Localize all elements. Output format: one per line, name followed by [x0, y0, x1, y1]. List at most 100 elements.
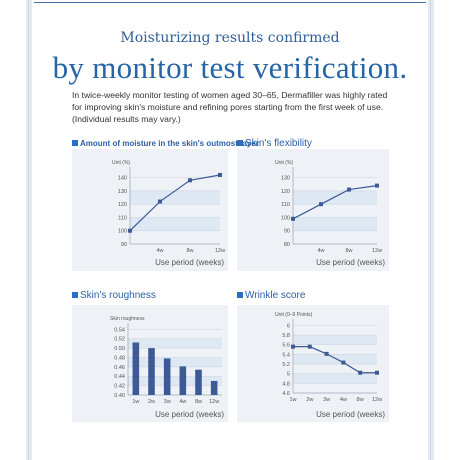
data-point [375, 183, 379, 188]
page-subtitle: Moisturizing results confirmed [120, 30, 340, 46]
x-axis-label: Use period (weeks) [155, 258, 224, 267]
y-tick-label: 80 [284, 242, 290, 248]
content-card: Moisturizing results confirmed by monito… [34, 0, 426, 460]
grid-band [130, 217, 220, 231]
chart-wrinkle: Unit (0–9 Points) 4.6 4.8 5 5.2 5.4 5.6 5.8 6 1w 2… [275, 312, 382, 403]
y-tick-label: 0.54 [114, 327, 125, 333]
grid-band [293, 354, 377, 365]
data-point [319, 202, 323, 207]
x-axis-label: Use period (weeks) [316, 258, 385, 267]
bar [132, 342, 140, 395]
y-tick-label: 4.6 [282, 391, 290, 397]
y-tick-label: 120 [118, 202, 127, 208]
grid-band [128, 357, 222, 367]
x-tick-label: 8w [186, 248, 193, 254]
x-tick-label: 12w [215, 248, 225, 254]
y-tick-label: 5 [287, 372, 290, 378]
y-tick-label: 5.4 [282, 352, 290, 358]
x-tick-label: 1w [132, 399, 139, 405]
y-tick-label: 5.2 [282, 362, 290, 368]
chart-roughness: Skin roughness 0.40 0.42 0.44 0.46 0.48 0.50 0.… [110, 316, 222, 405]
y-tick-label: 4.8 [282, 381, 290, 387]
y-tick-label: 0.50 [114, 346, 125, 352]
y-tick-label: 0.40 [114, 393, 125, 399]
data-point [291, 344, 295, 349]
data-point [218, 172, 222, 177]
square-bullet-icon [237, 140, 243, 146]
grid-band [128, 376, 222, 386]
chart-panel-roughness: Skin roughness 0.40 0.42 0.44 0.46 0.48 0.50 0.… [72, 305, 228, 422]
x-tick-label: 12w [372, 248, 382, 254]
data-point [128, 228, 132, 233]
right-border-rail [428, 0, 434, 460]
y-tick-label: 0.52 [114, 337, 125, 343]
grid-band [128, 338, 222, 349]
left-border-rail [26, 0, 32, 460]
x-tick-label: 4w [317, 248, 324, 254]
grid-band [293, 217, 377, 231]
x-tick-label: 12w [372, 397, 382, 403]
data-point [324, 351, 329, 356]
chart-moisture: Unit (%) 90 100 110 120 130 140 4w 8w 12w [112, 160, 225, 254]
x-tick-label: 2w [306, 397, 313, 403]
y-tick-label: 140 [118, 176, 127, 182]
grid-band [293, 335, 377, 345]
y-tick-label: 0.44 [114, 374, 125, 380]
bar [163, 358, 171, 395]
series-line [293, 346, 377, 374]
y-tick-label: 100 [118, 229, 127, 235]
series-line [292, 185, 378, 220]
square-bullet-icon [72, 140, 78, 146]
unit-label: Unit (%) [275, 160, 293, 166]
y-tick-label: 110 [118, 215, 127, 221]
page-title: by monitor test verification. [52, 50, 408, 85]
grid-band [130, 190, 220, 205]
y-tick-label: 90 [284, 229, 290, 235]
data-point [188, 178, 192, 183]
series-line [129, 174, 221, 232]
square-bullet-icon [72, 292, 78, 298]
grid-band [293, 373, 377, 384]
header-rule [34, 2, 426, 3]
y-tick-label: 0.42 [114, 384, 125, 390]
x-tick-label: 4w [156, 248, 163, 254]
y-tick-label: 120 [281, 189, 290, 195]
chart-title-roughness: Skin's roughness [72, 290, 156, 301]
bar [210, 380, 218, 395]
chart-panel-flexibility: Unit (%) 80 90 100 110 120 130 4w 8w 12w Use peri… [237, 149, 389, 271]
unit-label: Skin roughness [110, 316, 145, 322]
square-bullet-icon [237, 292, 243, 298]
chart-flexibility: Unit (%) 80 90 100 110 120 130 4w 8w 12w [275, 160, 382, 254]
x-tick-label: 4w [340, 397, 347, 403]
x-tick-label: 12w [209, 399, 219, 405]
data-point [347, 187, 351, 192]
y-tick-label: 110 [281, 202, 290, 208]
unit-label: Unit (%) [112, 160, 130, 166]
data-point [358, 370, 363, 375]
data-point [375, 370, 379, 375]
y-tick-label: 5.8 [282, 333, 290, 339]
data-point [158, 199, 162, 204]
data-point [291, 216, 295, 221]
bar [148, 348, 155, 395]
x-axis-label: Use period (weeks) [155, 410, 224, 419]
x-tick-label: 8w [345, 248, 352, 254]
y-tick-label: 0.48 [114, 355, 125, 361]
x-tick-label: 2w [148, 399, 155, 405]
intro-paragraph: In twice-weekly monitor testing of women… [72, 90, 388, 124]
x-axis-label: Use period (weeks) [316, 410, 385, 419]
bar [195, 369, 202, 395]
x-tick-label: 1w [289, 397, 296, 403]
x-tick-label: 8w [195, 399, 202, 405]
chart-panel-moisture: Unit (%) 90 100 110 120 130 140 4w 8w 12w Use per… [72, 149, 228, 271]
chart-title-flexibility: Skin's flexibility [237, 138, 312, 149]
x-tick-label: 3w [323, 397, 330, 403]
y-tick-label: 6 [287, 323, 290, 329]
y-tick-label: 130 [118, 189, 127, 195]
y-tick-label: 100 [281, 215, 290, 221]
unit-label: Unit (0–9 Points) [275, 312, 313, 318]
chart-title-moisture: Amount of moisture in the skin's outmost… [72, 139, 259, 148]
bar [179, 366, 187, 395]
x-tick-label: 8w [357, 397, 364, 403]
y-tick-label: 130 [281, 176, 290, 182]
